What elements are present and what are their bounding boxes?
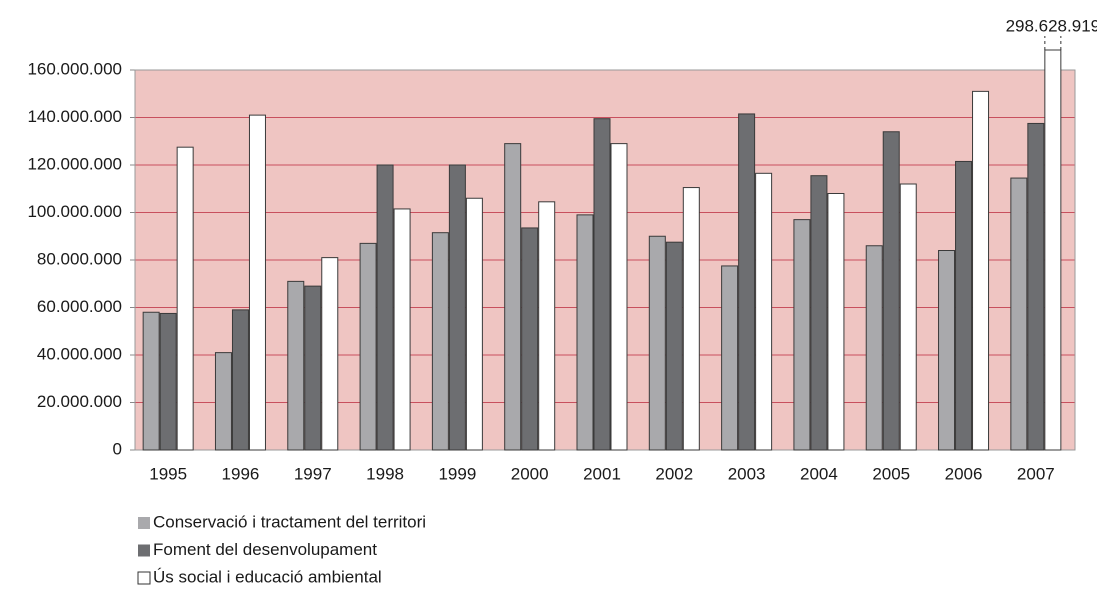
x-tick-label: 2005: [872, 464, 910, 483]
bar: [1044, 49, 1062, 451]
bar: [738, 113, 756, 451]
x-tick-label: 1997: [294, 464, 332, 483]
y-tick-label: 60.000.000: [37, 297, 122, 316]
bar: [827, 193, 845, 451]
legend-label: Conservació i tractament del territori: [153, 512, 426, 531]
bar: [593, 118, 611, 451]
bar: [721, 265, 739, 451]
x-tick-label: 1995: [149, 464, 187, 483]
bar: [538, 201, 556, 451]
y-tick-label: 80.000.000: [37, 249, 122, 268]
bar: [648, 235, 666, 451]
bar: [504, 143, 522, 451]
bar: [431, 232, 449, 451]
y-tick-label: 120.000.000: [27, 154, 122, 173]
y-tick-label: 0: [113, 439, 122, 458]
legend-label: Ús social i educació ambiental: [153, 567, 382, 586]
bar: [287, 280, 305, 451]
bar: [865, 245, 883, 451]
bar: [393, 208, 411, 451]
x-tick-label: 2006: [945, 464, 983, 483]
legend-swatch: [138, 517, 150, 529]
bar: [972, 90, 990, 451]
legend-swatch: [138, 544, 150, 557]
bar: [304, 285, 322, 451]
bar: [448, 164, 466, 451]
bar: [1010, 177, 1028, 451]
data-label: 298.628.919: [1006, 16, 1097, 35]
x-tick-label: 2004: [800, 464, 838, 483]
bar: [376, 164, 394, 451]
bar: [359, 242, 377, 451]
x-tick-label: 2003: [728, 464, 766, 483]
bar: [810, 175, 828, 451]
bar: [176, 146, 194, 451]
legend-label: Foment del desenvolupament: [153, 540, 377, 559]
x-tick-label: 2002: [655, 464, 693, 483]
y-tick-label: 160.000.000: [27, 59, 122, 78]
x-tick-label: 2001: [583, 464, 621, 483]
bar: [159, 312, 177, 451]
bar: [465, 197, 483, 451]
y-tick-label: 20.000.000: [37, 392, 122, 411]
y-tick-label: 40.000.000: [37, 344, 122, 363]
x-tick-label: 1996: [222, 464, 260, 483]
y-tick-label: 140.000.000: [27, 107, 122, 126]
x-tick-label: 1999: [438, 464, 476, 483]
x-tick-label: 1998: [366, 464, 404, 483]
y-tick-label: 100.000.000: [27, 202, 122, 221]
bar: [793, 219, 811, 451]
bar: [248, 114, 266, 451]
bar: [682, 187, 700, 451]
bar: [665, 241, 683, 451]
bar: [955, 160, 973, 451]
bar: [214, 352, 232, 451]
bar: [882, 131, 900, 451]
bar: [899, 183, 917, 451]
bar: [610, 143, 628, 451]
bar: [231, 309, 249, 451]
bar: [142, 311, 160, 451]
x-tick-label: 2000: [511, 464, 549, 483]
bar: [576, 214, 594, 451]
bar: [1027, 122, 1045, 451]
legend-swatch: [137, 571, 151, 585]
bar: [938, 250, 956, 451]
bar: [755, 172, 773, 451]
bar: [321, 257, 339, 451]
x-tick-label: 2007: [1017, 464, 1055, 483]
bar: [521, 227, 539, 451]
